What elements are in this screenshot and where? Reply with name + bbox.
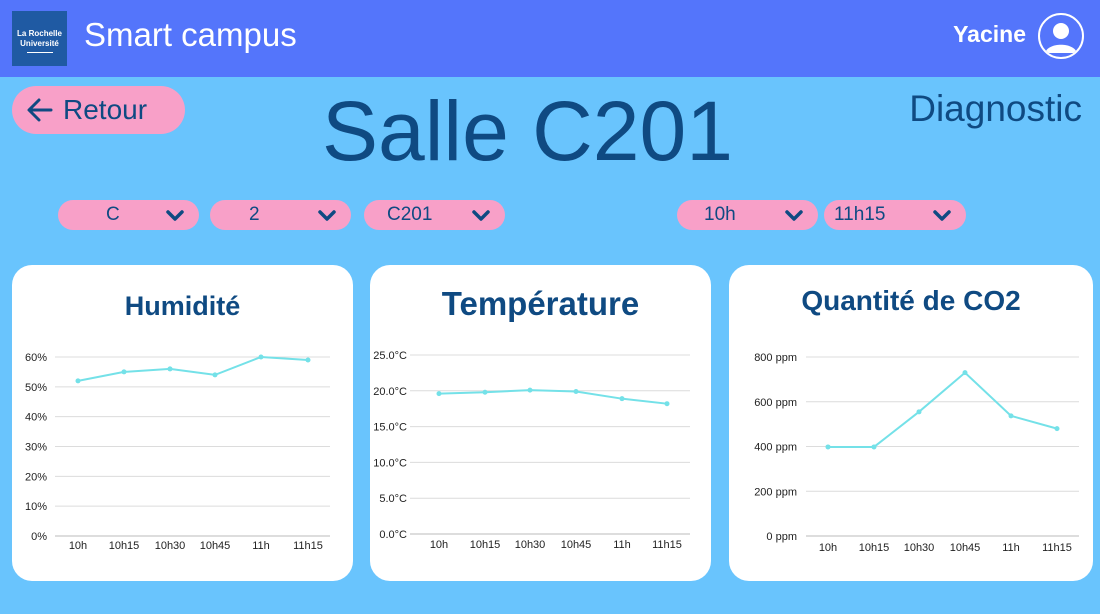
temperature-series-line [438,389,668,405]
user-name[interactable]: Yacine [953,21,1026,47]
x-tick-label: 10h30 [515,539,546,551]
humidity-card: Humidité 60% 50% 40% 30% 20% 10% 0% 10h 10h15 10h… [12,265,353,581]
y-tick-label: 15.0°C [373,422,407,434]
y-tick-label: 0% [31,531,47,543]
temperature-card: Température 25.0°C 20.0°C 15.0°C 10.0°C 5.0°… [370,265,711,581]
building-select[interactable]: C [58,200,199,230]
end-time-select[interactable]: 11h15 [824,200,966,230]
y-tick-label: 25.0°C [373,350,407,362]
floor-select-value: 2 [249,204,260,225]
y-tick-label: 200 ppm [754,486,797,498]
humidity-series-line [77,355,309,382]
y-tick-label: 10.0°C [373,457,407,469]
y-tick-label: 50% [25,382,47,394]
chevron-down-icon [785,210,803,221]
x-tick-label: 10h30 [155,540,186,552]
x-tick-label: 10h45 [950,542,981,554]
x-tick-label: 10h45 [561,539,592,551]
chevron-down-icon [472,210,490,221]
humidity-chart-title: Humidité [124,291,241,321]
x-tick-label: 11h15 [1042,542,1072,554]
co2-chart: 800 ppm 600 ppm 400 ppm 200 ppm 0 ppm 10h 10h1… [754,352,1079,554]
data-point [916,409,922,415]
university-logo: La Rochelle Université [12,11,67,66]
data-point [75,378,81,384]
y-tick-label: 10% [25,501,47,513]
y-tick-label: 20% [25,471,47,483]
building-select-value: C [106,204,120,225]
data-point [527,387,533,393]
user-avatar-icon[interactable] [1038,13,1084,59]
floor-select[interactable]: 2 [210,200,351,230]
logo-line-1: La Rochelle [17,29,62,38]
humidity-chart: 60% 50% 40% 30% 20% 10% 0% 10h 10h15 10h30 10h45 11… [25,352,330,552]
data-point [619,396,625,402]
co2-chart-title: Quantité de CO2 [801,285,1021,316]
x-tick-label: 10h45 [200,540,231,552]
co2-card: Quantité de CO2 800 ppm 600 ppm 400 ppm 200… [729,265,1093,581]
y-tick-label: 40% [25,412,47,424]
x-tick-label: 10h15 [109,540,140,552]
y-tick-label: 400 ppm [754,442,797,454]
x-tick-label: 10h30 [904,542,935,554]
back-button[interactable]: Retour [12,86,185,134]
y-tick-label: 0 ppm [766,531,797,543]
page-title: Salle C201 [322,84,733,178]
x-tick-label: 11h15 [652,539,682,551]
mode-label[interactable]: Diagnostic [909,88,1082,129]
chevron-down-icon [166,210,184,221]
y-tick-label: 800 ppm [754,352,797,364]
end-time-select-value: 11h15 [834,204,886,225]
x-tick-label: 11h [1002,542,1020,554]
data-point [962,370,968,376]
x-tick-label: 10h15 [859,542,890,554]
logo-line-2: Université [20,39,59,48]
x-tick-label: 11h [613,539,631,551]
y-tick-label: 20.0°C [373,386,407,398]
top-bar: La Rochelle Université Smart campus Yaci… [0,0,1100,77]
arrow-left-icon [27,98,53,122]
chevron-down-icon [318,210,336,221]
x-tick-label: 10h [69,540,87,552]
y-tick-label: 30% [25,442,47,454]
chevron-down-icon [933,210,951,221]
temperature-chart: 25.0°C 20.0°C 15.0°C 10.0°C 5.0°C 0.0°C 10h 10h… [373,350,690,551]
data-point [121,369,127,375]
co2-series-line [828,371,1058,448]
y-tick-label: 60% [25,352,47,364]
y-tick-label: 600 ppm [754,397,797,409]
data-point [573,389,579,395]
app-title: Smart campus [84,16,297,53]
temperature-chart-title: Température [441,285,640,322]
x-tick-label: 10h [819,542,837,554]
y-tick-label: 0.0°C [379,529,407,541]
data-point [1008,413,1014,419]
x-tick-label: 10h [430,539,448,551]
room-select[interactable]: C201 [364,200,505,230]
data-point [825,444,831,450]
data-point [664,401,670,407]
data-point [212,372,218,378]
x-tick-label: 10h15 [470,539,501,551]
x-tick-label: 11h15 [293,540,323,552]
start-time-select[interactable]: 10h [677,200,818,230]
data-point [871,444,877,450]
data-point [167,366,173,372]
back-button-label: Retour [63,94,148,125]
data-point [305,357,311,363]
x-tick-label: 11h [252,540,270,552]
data-point [258,354,264,360]
data-point [436,391,442,397]
room-select-value: C201 [387,204,433,225]
data-point [482,389,488,395]
start-time-select-value: 10h [704,204,736,225]
y-tick-label: 5.0°C [379,493,407,505]
data-point [1054,426,1060,432]
